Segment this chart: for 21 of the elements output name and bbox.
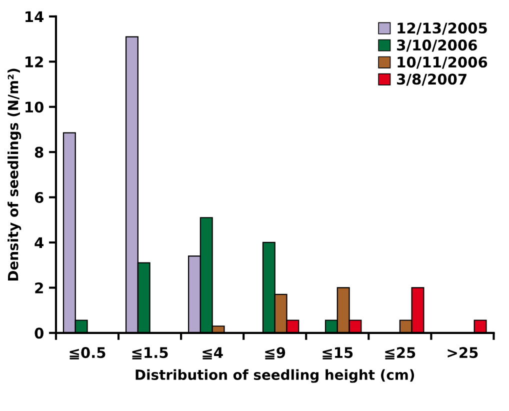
x-tick-label: ≦9 (265, 347, 286, 360)
y-tick-label: 12 (26, 56, 43, 68)
legend-label: 10/11/2006 (398, 56, 488, 69)
legend-label: 3/8/2007 (397, 74, 466, 86)
y-tick-label: 0 (34, 328, 44, 339)
legend-label: 12/13/2005 (398, 22, 487, 35)
y-tick-label: 6 (34, 192, 44, 204)
y-tick-label: 8 (34, 146, 44, 158)
legend-label: 3/10/2006 (397, 40, 477, 52)
x-tick-label: ≦15 (322, 347, 353, 360)
x-tick-label: ≦25 (385, 347, 416, 360)
x-tick-label: ≦1.5 (132, 347, 168, 360)
x-tick-label: >25 (448, 347, 478, 358)
y-tick-label: 14 (26, 11, 44, 22)
y-tick-label: 2 (35, 282, 43, 294)
x-tick-label: ≦4 (202, 347, 223, 360)
x-axis-title: Distribution of seedling height (cm) (136, 369, 414, 383)
x-tick-label: ≦0.5 (70, 347, 106, 360)
y-axis-title: Density of seedlings (N/m²) (8, 68, 22, 281)
y-tick-label: 10 (26, 102, 44, 113)
y-tick-label: 4 (34, 237, 44, 248)
